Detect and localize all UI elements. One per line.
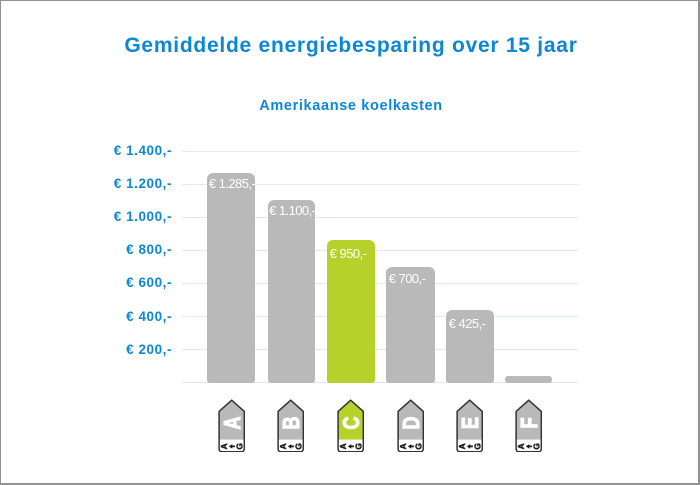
svg-text:A: A [220,416,245,429]
svg-text:A: A [398,443,408,449]
svg-text:G: G [294,443,304,450]
svg-text:A: A [278,443,288,449]
svg-text:E: E [458,417,483,429]
svg-text:A: A [219,443,229,449]
svg-text:G: G [353,443,363,450]
svg-text:A: A [338,443,348,449]
svg-text:G: G [472,443,482,450]
svg-text:B: B [279,416,304,429]
svg-text:C: C [339,416,364,429]
svg-text:G: G [531,443,541,450]
svg-text:G: G [413,443,423,450]
svg-text:A: A [457,443,467,449]
svg-text:F: F [517,417,542,428]
svg-text:A: A [516,443,526,449]
svg-text:D: D [398,416,423,429]
svg-text:G: G [234,443,244,450]
